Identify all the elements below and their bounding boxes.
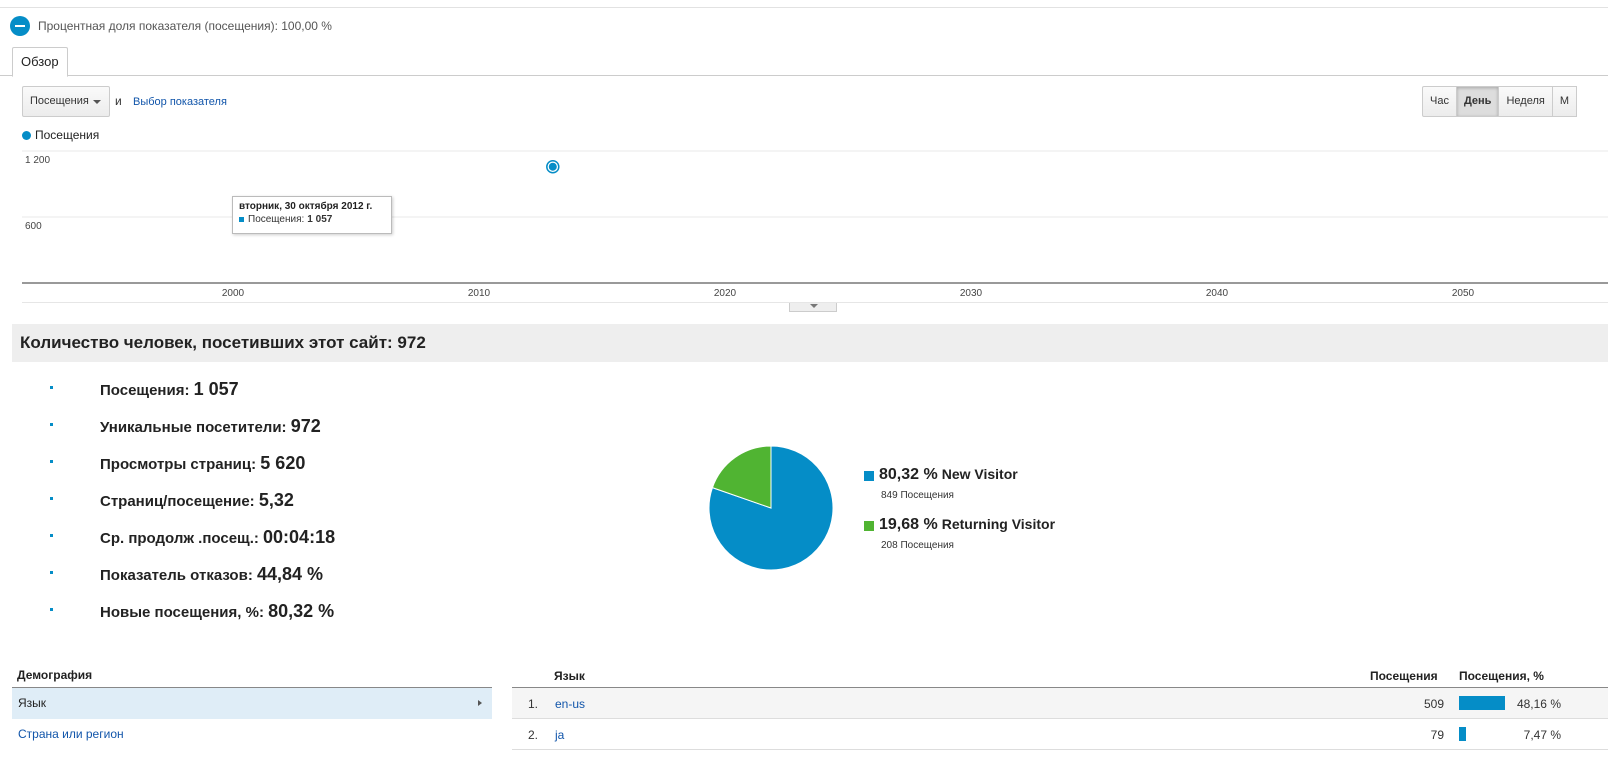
metric-select[interactable]: Посещения bbox=[22, 86, 110, 117]
stat-value: 5 620 bbox=[260, 453, 306, 473]
stat-row: Показатель отказов: 44,84 % bbox=[0, 557, 420, 594]
legend-dot-icon bbox=[22, 130, 31, 140]
stat-label: Просмотры страниц: bbox=[100, 456, 257, 473]
bullet-icon bbox=[50, 608, 53, 611]
stat-value: 972 bbox=[290, 416, 321, 436]
stat-label: Показатель отказов: bbox=[100, 567, 253, 584]
chart-legend: Посещения bbox=[22, 128, 99, 142]
stat-row: Ср. продолж .посещ.: 00:04:18 bbox=[0, 520, 420, 557]
tab-bar: Обзор bbox=[0, 46, 1608, 77]
segment-label: Процентная доля показателя (посещения): … bbox=[38, 19, 332, 33]
tooltip-series-icon bbox=[239, 217, 244, 222]
stat-row: Новые посещения, %: 80,32 % bbox=[0, 594, 420, 631]
x-tick-label: 2030 bbox=[960, 288, 983, 299]
choose-metric-link[interactable]: Выбор показателя bbox=[133, 96, 227, 108]
chevron-down-icon bbox=[93, 100, 101, 104]
line-chart: 1 200 600 2000 2010 2020 2030 2040 2050 bbox=[22, 150, 1608, 303]
period-week-button[interactable]: Неделя bbox=[1499, 86, 1553, 117]
pie-legend-sub: 849 Посещения bbox=[881, 490, 954, 501]
pie-legend-name: Returning Visitor bbox=[941, 516, 1056, 532]
metric-select-value: Посещения bbox=[30, 95, 89, 107]
chart-tooltip: вторник, 30 октября 2012 г. Посещения: 1… bbox=[232, 196, 392, 234]
column-header-visits-pct[interactable]: Посещения, % bbox=[1459, 669, 1544, 683]
row-share-bar bbox=[1459, 727, 1467, 741]
chart-collapse-handle[interactable] bbox=[789, 303, 837, 312]
bullet-icon bbox=[50, 423, 53, 426]
row-language-link[interactable]: ja bbox=[555, 728, 565, 742]
column-header-visits[interactable]: Посещения bbox=[1370, 669, 1438, 683]
tooltip-series-label: Посещения: bbox=[248, 214, 305, 225]
y-tick-label: 600 bbox=[25, 221, 42, 232]
row-index: 2. bbox=[528, 728, 539, 742]
row-visits: 509 bbox=[1423, 697, 1444, 711]
stat-label: Страниц/посещение: bbox=[100, 493, 255, 510]
pie-legend-name: New Visitor bbox=[941, 466, 1018, 482]
stat-row: Уникальные посетители: 972 bbox=[0, 409, 420, 446]
stat-value: 80,32 % bbox=[268, 601, 335, 621]
row-language-link[interactable]: en-us bbox=[555, 697, 586, 711]
stat-row: Просмотры страниц: 5 620 bbox=[0, 446, 420, 483]
bullet-icon bbox=[50, 386, 53, 389]
stat-row: Посещения: 1 057 bbox=[0, 372, 420, 409]
legend-label: Посещения bbox=[35, 128, 100, 142]
table-row: 1. en-us 509 48,16 % bbox=[512, 688, 1608, 719]
period-day-button[interactable]: День bbox=[1456, 86, 1500, 117]
bullet-icon bbox=[50, 571, 53, 574]
stat-label: Ср. продолж .посещ.: bbox=[100, 530, 259, 547]
demography-item-language[interactable]: Язык bbox=[12, 688, 492, 719]
x-tick-label: 2010 bbox=[468, 288, 491, 299]
row-visits: 79 bbox=[1430, 728, 1444, 742]
bullet-icon bbox=[50, 497, 53, 500]
stat-row: Страниц/посещение: 5,32 bbox=[0, 483, 420, 520]
x-tick-label: 2040 bbox=[1206, 288, 1229, 299]
data-point[interactable] bbox=[548, 162, 557, 171]
demography-item-label: Страна или регион bbox=[18, 727, 124, 741]
legend-square-icon bbox=[864, 471, 874, 481]
demography-item-label: Язык bbox=[18, 696, 47, 710]
top-border bbox=[0, 0, 1608, 8]
x-tick-label: 2020 bbox=[714, 288, 737, 299]
pie-slice[interactable] bbox=[711, 445, 772, 509]
segment-indicator: Процентная доля показателя (посещения): … bbox=[10, 15, 332, 37]
bullet-icon bbox=[50, 460, 53, 463]
visitor-pie-chart bbox=[708, 445, 834, 571]
demography-item-country[interactable]: Страна или регион bbox=[12, 719, 492, 750]
x-tick-label: 2000 bbox=[222, 288, 245, 299]
stat-label: Посещения: bbox=[100, 382, 190, 399]
row-share-bar bbox=[1459, 696, 1505, 710]
demography-header: Демография bbox=[12, 668, 492, 688]
table-row: 2. ja 79 7,47 % bbox=[512, 719, 1608, 750]
pie-legend-pct: 80,32 % bbox=[879, 466, 938, 483]
period-month-button[interactable]: М bbox=[1552, 86, 1577, 117]
segment-minus-icon[interactable] bbox=[10, 16, 30, 36]
row-share-pct: 48,16 % bbox=[1516, 697, 1561, 711]
pie-legend-pct: 19,68 % bbox=[879, 516, 938, 533]
column-header-language[interactable]: Язык bbox=[554, 669, 585, 683]
period-selector: Час День Неделя М bbox=[1422, 86, 1577, 117]
bullet-icon bbox=[50, 534, 53, 537]
stat-label: Новые посещения, %: bbox=[100, 604, 264, 621]
stat-value: 5,32 bbox=[258, 490, 294, 510]
period-hour-button[interactable]: Час bbox=[1422, 86, 1457, 117]
row-share-pct: 7,47 % bbox=[1523, 728, 1561, 742]
stat-value: 44,84 % bbox=[256, 564, 324, 584]
stat-label: Уникальные посетители: bbox=[100, 419, 287, 436]
tab-overview[interactable]: Обзор bbox=[12, 47, 68, 77]
and-label: и bbox=[115, 94, 122, 108]
x-tick-label: 2050 bbox=[1452, 288, 1475, 299]
stat-value: 00:04:18 bbox=[263, 527, 336, 547]
summary-title: Количество человек, посетивших этот сайт… bbox=[12, 324, 1608, 362]
pie-legend-sub: 208 Посещения bbox=[881, 540, 954, 551]
row-index: 1. bbox=[528, 697, 539, 711]
tooltip-value: 1 057 bbox=[307, 214, 333, 225]
tooltip-date: вторник, 30 октября 2012 г. bbox=[239, 201, 373, 212]
legend-square-icon bbox=[864, 521, 874, 531]
y-tick-label: 1 200 bbox=[25, 155, 50, 166]
stat-value: 1 057 bbox=[193, 379, 239, 399]
chevron-right-icon bbox=[478, 700, 482, 706]
language-table-header: Язык Посещения Посещения, % bbox=[512, 668, 1608, 688]
